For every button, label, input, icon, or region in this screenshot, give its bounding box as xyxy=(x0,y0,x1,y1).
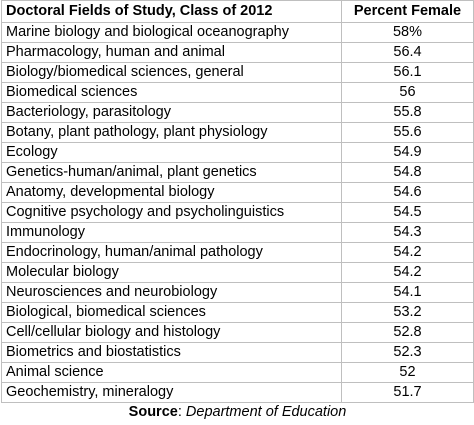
percent-cell[interactable]: 54.5 xyxy=(341,202,474,223)
field-cell[interactable]: Animal science xyxy=(1,362,342,383)
percent-cell[interactable]: 54.2 xyxy=(341,262,474,283)
field-cell[interactable]: Geochemistry, mineralogy xyxy=(1,382,342,403)
table-row: Animal science 52 xyxy=(1,362,474,383)
percent-cell[interactable]: 54.2 xyxy=(341,242,474,263)
field-cell[interactable]: Molecular biology xyxy=(1,262,342,283)
field-cell[interactable]: Neurosciences and neurobiology xyxy=(1,282,342,303)
table-body: Marine biology and biological oceanograp… xyxy=(1,22,474,403)
table-row: Botany, plant pathology, plant physiolog… xyxy=(1,122,474,143)
percent-cell[interactable]: 52 xyxy=(341,362,474,383)
table-row: Immunology 54.3 xyxy=(1,222,474,243)
table-row: Bacteriology, parasitology 55.8 xyxy=(1,102,474,123)
percent-cell[interactable]: 54.9 xyxy=(341,142,474,163)
table-row: Pharmacology, human and animal 56.4 xyxy=(1,42,474,63)
field-cell[interactable]: Biological, biomedical sciences xyxy=(1,302,342,323)
field-cell[interactable]: Endocrinology, human/animal pathology xyxy=(1,242,342,263)
percent-cell[interactable]: 54.1 xyxy=(341,282,474,303)
percent-cell[interactable]: 54.6 xyxy=(341,182,474,203)
field-cell[interactable]: Ecology xyxy=(1,142,342,163)
table-row: Biology/biomedical sciences, general 56.1 xyxy=(1,62,474,83)
table-row: Molecular biology 54.2 xyxy=(1,262,474,283)
percent-cell[interactable]: 52.3 xyxy=(341,342,474,363)
percent-cell[interactable]: 55.8 xyxy=(341,102,474,123)
percent-cell[interactable]: 58% xyxy=(341,22,474,43)
table-row: Geochemistry, mineralogy 51.7 xyxy=(1,382,474,403)
field-cell[interactable]: Immunology xyxy=(1,222,342,243)
percent-cell[interactable]: 56.1 xyxy=(341,62,474,83)
source-row: Source: Department of Education xyxy=(1,402,474,422)
table-row: Anatomy, developmental biology 54.6 xyxy=(1,182,474,203)
field-cell[interactable]: Biology/biomedical sciences, general xyxy=(1,62,342,83)
percent-cell[interactable]: 55.6 xyxy=(341,122,474,143)
table-row: Marine biology and biological oceanograp… xyxy=(1,22,474,43)
table-row: Ecology 54.9 xyxy=(1,142,474,163)
table-row: Cognitive psychology and psycholinguisti… xyxy=(1,202,474,223)
field-cell[interactable]: Bacteriology, parasitology xyxy=(1,102,342,123)
percent-column-header[interactable]: Percent Female xyxy=(341,0,474,23)
field-cell[interactable]: Genetics-human/animal, plant genetics xyxy=(1,162,342,183)
table-row: Neurosciences and neurobiology 54.1 xyxy=(1,282,474,303)
source-label: Source xyxy=(128,404,178,420)
source-separator: : xyxy=(177,404,186,420)
percent-cell[interactable]: 54.3 xyxy=(341,222,474,243)
percent-cell[interactable]: 53.2 xyxy=(341,302,474,323)
field-cell[interactable]: Biometrics and biostatistics xyxy=(1,342,342,363)
field-cell[interactable]: Anatomy, developmental biology xyxy=(1,182,342,203)
field-cell[interactable]: Pharmacology, human and animal xyxy=(1,42,342,63)
table-row: Genetics-human/animal, plant genetics 54.… xyxy=(1,162,474,183)
percent-cell[interactable]: 51.7 xyxy=(341,382,474,403)
field-cell[interactable]: Cell/cellular biology and histology xyxy=(1,322,342,343)
header-row: Doctoral Fields of Study, Class of 2012 … xyxy=(1,0,474,23)
field-cell[interactable]: Botany, plant pathology, plant physiolog… xyxy=(1,122,342,143)
percent-cell[interactable]: 52.8 xyxy=(341,322,474,343)
percent-cell[interactable]: 56.4 xyxy=(341,42,474,63)
table-row: Cell/cellular biology and histology 52.8 xyxy=(1,322,474,343)
table-row: Endocrinology, human/animal pathology 54.… xyxy=(1,242,474,263)
field-cell[interactable]: Marine biology and biological oceanograp… xyxy=(1,22,342,43)
percent-cell[interactable]: 56 xyxy=(341,82,474,103)
table-row: Biomedical sciences 56 xyxy=(1,82,474,103)
source-value: Department of Education xyxy=(185,404,347,420)
field-column-header[interactable]: Doctoral Fields of Study, Class of 2012 xyxy=(1,0,342,23)
source-note: Source: Department of Education xyxy=(1,402,474,422)
percent-cell[interactable]: 54.8 xyxy=(341,162,474,183)
table-row: Biological, biomedical sciences 53.2 xyxy=(1,302,474,323)
field-cell[interactable]: Biomedical sciences xyxy=(1,82,342,103)
table-row: Biometrics and biostatistics 52.3 xyxy=(1,342,474,363)
field-cell[interactable]: Cognitive psychology and psycholinguisti… xyxy=(1,202,342,223)
